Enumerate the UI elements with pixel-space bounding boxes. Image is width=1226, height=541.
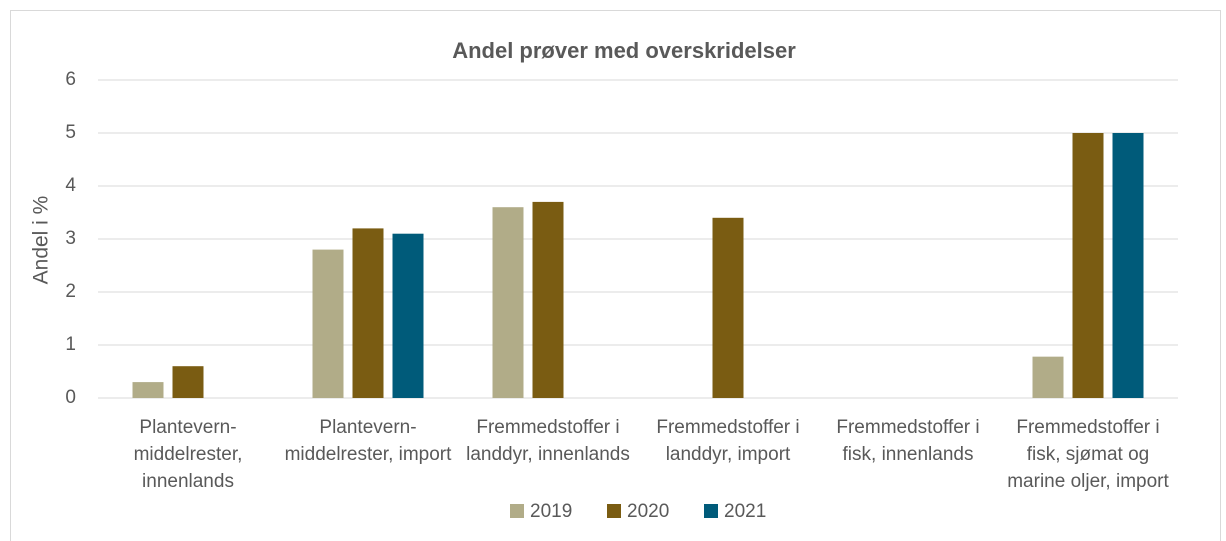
chart-title: Andel prøver med overskridelser bbox=[452, 38, 796, 63]
y-tick-label: 3 bbox=[65, 228, 76, 249]
x-tick-label: Fremmedstoffer i landdyr, innenlands bbox=[466, 417, 630, 465]
legend-label: 2019 bbox=[530, 501, 572, 522]
legend-label: 2020 bbox=[627, 501, 669, 522]
bar bbox=[1032, 356, 1064, 398]
bar bbox=[392, 233, 424, 398]
legend-swatch bbox=[704, 504, 718, 518]
bar bbox=[1072, 133, 1104, 398]
x-tick-label: Fremmedstoffer i landdyr, import bbox=[656, 417, 800, 465]
bar bbox=[312, 249, 344, 398]
legend-swatch bbox=[607, 504, 621, 518]
x-tick-label: Plantevern-middelrester, import bbox=[284, 417, 452, 465]
y-tick-label: 1 bbox=[65, 334, 76, 355]
x-tick-label: Plantevern-middelrester, innenlands bbox=[133, 417, 243, 492]
y-axis-label: Andel i % bbox=[30, 196, 53, 285]
bar bbox=[1112, 133, 1144, 398]
bar bbox=[492, 207, 524, 398]
legend-swatch bbox=[510, 504, 524, 518]
bar bbox=[172, 366, 204, 398]
chart-border bbox=[10, 10, 1221, 541]
bar bbox=[132, 382, 164, 398]
bar bbox=[712, 217, 744, 398]
y-tick-label: 6 bbox=[65, 69, 76, 90]
legend-label: 2021 bbox=[724, 501, 766, 522]
y-tick-label: 2 bbox=[65, 281, 76, 302]
x-tick-label: Fremmedstoffer i fisk, innenlands bbox=[836, 417, 980, 465]
y-tick-label: 0 bbox=[65, 387, 76, 408]
y-tick-label: 5 bbox=[65, 122, 76, 143]
bar bbox=[532, 201, 564, 398]
bar bbox=[352, 228, 384, 398]
x-tick-label: Fremmedstoffer i fisk, sjømat og marine … bbox=[1007, 417, 1169, 492]
y-tick-label: 4 bbox=[65, 175, 76, 196]
